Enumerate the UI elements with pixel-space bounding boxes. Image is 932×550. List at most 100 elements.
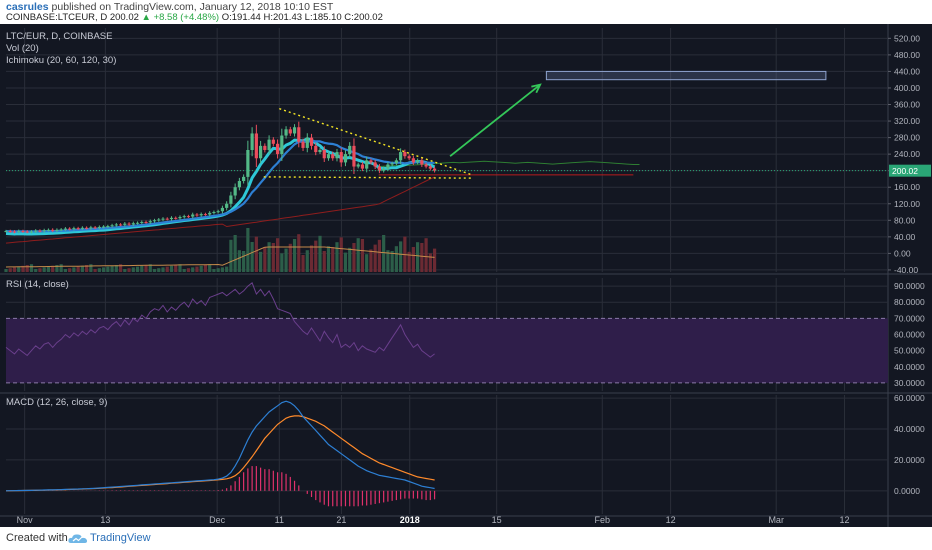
volume-bar (186, 268, 191, 272)
candle-body (373, 162, 377, 167)
candle-body (399, 152, 403, 161)
macd-axis-label: 20.0000 (894, 455, 925, 465)
tradingview-brand-link[interactable]: TradingView (90, 532, 151, 544)
volume-bar (305, 250, 309, 272)
chart-area[interactable]: Nov 13 Dec 11 21 2018 15 Feb 12 Mar 12 520.00 480.00… (0, 24, 932, 527)
volume-bar (135, 266, 140, 272)
candle-body (326, 154, 331, 159)
volume-bar (169, 265, 174, 272)
volume-bar (38, 268, 42, 272)
volume-bar (182, 269, 186, 272)
candle-body (233, 187, 237, 196)
last-price-tag-label: 200.02 (892, 166, 918, 176)
volume-bar (356, 238, 360, 272)
moving-average-line (5, 139, 435, 233)
price-pane[interactable] (4, 70, 888, 272)
candle-body (390, 163, 394, 165)
volume-bar (326, 246, 331, 272)
price-axis-label: 120.00 (894, 199, 920, 209)
candle-body (386, 164, 390, 169)
volume-bar (250, 242, 254, 272)
candle-body (59, 229, 63, 231)
macd-axis-label: 40.0000 (894, 424, 925, 434)
author-link[interactable]: casrules (6, 1, 49, 13)
descending-trendline (279, 107, 473, 176)
volume-bar (407, 251, 411, 272)
candle-body (4, 231, 8, 233)
candle-body (29, 231, 34, 233)
ichimoku-base-line (5, 136, 436, 236)
volume-bar (292, 239, 297, 272)
volume-bar (80, 265, 84, 272)
candle-body (89, 227, 93, 229)
candle-body (254, 133, 258, 159)
publish-text: published on TradingView.com, January 12… (51, 1, 334, 13)
volume-bar (280, 253, 284, 272)
candle-body (169, 217, 174, 220)
volume-bar (152, 269, 157, 272)
volume-bar (21, 265, 25, 272)
volume-bar (165, 266, 169, 272)
macd-pane-title: MACD (12, 26, close, 9) (6, 397, 107, 408)
candle-body (352, 145, 356, 167)
volume-bar (216, 268, 220, 272)
candle-body (220, 207, 225, 212)
chart-canvas[interactable]: Nov 13 Dec 11 21 2018 15 Feb 12 Mar 12 520.00 480.00… (0, 24, 932, 527)
candle-body (284, 129, 288, 136)
candle-body (21, 231, 25, 233)
candle-body (411, 158, 415, 163)
candle-body (259, 145, 263, 159)
volume-bar (12, 267, 17, 272)
volume-bar (25, 265, 29, 272)
macd-pane[interactable] (5, 400, 436, 507)
candle-body (309, 137, 314, 146)
candle-body (237, 181, 241, 188)
price-axis-label: 280.00 (894, 133, 920, 143)
volume-bar (373, 244, 377, 272)
volume-bar (377, 239, 382, 272)
candle-body (314, 145, 318, 153)
volume-bar (140, 265, 144, 272)
x-axis-tick-label: 21 (336, 515, 346, 525)
volume-bar (127, 268, 131, 272)
volume-bar (212, 269, 216, 272)
x-axis-tick-label: Mar (768, 515, 784, 525)
volume-bar (263, 247, 267, 272)
candle-body (72, 228, 76, 230)
ohlc-high: 201.43 (272, 12, 303, 23)
price-axis-label: 80.00 (894, 215, 916, 225)
candle-body (208, 212, 212, 215)
candle-body (55, 229, 59, 231)
volume-bar (46, 266, 51, 272)
footer: Created with TradingView (0, 527, 932, 550)
candle-body (250, 133, 254, 150)
candle-body (34, 230, 38, 232)
volume-bar (360, 239, 365, 272)
ohlc-open: 191.44 (231, 12, 261, 23)
candle-body (12, 231, 17, 233)
arrow-head-icon (531, 83, 542, 94)
volume-bar (63, 269, 68, 272)
candle-body (182, 216, 186, 218)
candle-body (97, 226, 101, 228)
rsi-pane[interactable] (5, 281, 888, 384)
candle-body (267, 139, 271, 150)
candle-body (110, 225, 114, 227)
volume-bar (93, 269, 97, 272)
volume-bar (118, 264, 123, 272)
volume-bar (428, 253, 432, 272)
rsi-axis-label: 40.0000 (894, 362, 925, 372)
rsi-axis-label: 50.0000 (894, 346, 925, 356)
candle-body (424, 164, 428, 167)
price-axis-label: -40.00 (894, 265, 918, 275)
volume-bar (4, 269, 8, 272)
candle-body (305, 137, 309, 148)
volume-bar (148, 264, 152, 272)
candle-body (140, 221, 144, 223)
volume-bar (424, 238, 428, 272)
candle-body (365, 160, 369, 169)
created-with-text: Created with (6, 532, 68, 544)
volume-bar (174, 265, 178, 272)
candle-body (407, 156, 411, 159)
volume-bar (301, 255, 305, 272)
